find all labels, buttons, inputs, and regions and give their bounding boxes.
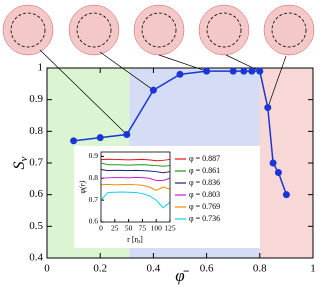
- point: [256, 67, 264, 75]
- x-tick-label: 0.6: [200, 263, 214, 275]
- snapshot-rings: [10, 12, 307, 48]
- snapshot: [2, 4, 54, 56]
- inset-y-tick-label: 0.7: [89, 195, 99, 204]
- point: [96, 134, 104, 142]
- point: [248, 67, 256, 75]
- ring: [10, 12, 46, 48]
- label-part: b: [137, 239, 140, 245]
- point: [282, 191, 290, 199]
- y-tick-label: 0.4: [29, 252, 43, 264]
- label-part: S: [11, 161, 28, 169]
- x-tick-label: 0: [44, 263, 50, 275]
- y-tick-label: 0.5: [29, 220, 43, 232]
- y-tick-label: 0.6: [29, 188, 43, 200]
- label-part: ]: [140, 235, 143, 244]
- inset-background: [74, 146, 260, 248]
- inset-line: [100, 183, 171, 191]
- point: [229, 67, 237, 75]
- inset-x-tick-label: 125: [164, 224, 176, 233]
- arrow: [158, 54, 207, 72]
- y-tick-label: 1: [38, 62, 44, 74]
- legend-label: φ = 0.836: [189, 178, 220, 187]
- label-part: v: [18, 156, 30, 161]
- inset-x-tick-label: 100: [151, 224, 163, 233]
- x-tick-label: 0.2: [93, 263, 107, 275]
- point: [149, 86, 157, 94]
- point: [264, 104, 272, 112]
- inset-line: [100, 158, 171, 162]
- point: [176, 70, 184, 78]
- snapshot: [263, 4, 315, 56]
- snapshot: [68, 4, 120, 56]
- legend-label: φ = 0.803: [189, 190, 220, 199]
- arrow: [39, 49, 128, 135]
- x-axis-label: φ̄: [175, 266, 189, 285]
- inset-y-tick-label: 0.9: [89, 151, 99, 160]
- inset-x-tick-label: 25: [111, 224, 119, 233]
- point: [269, 159, 277, 167]
- legend-label: φ = 0.736: [189, 214, 220, 223]
- legend-label: φ = 0.769: [189, 202, 220, 211]
- snapshot: [133, 4, 185, 56]
- y-tick-label: 0.8: [29, 125, 43, 137]
- inset-x-tick-label: 50: [125, 224, 133, 233]
- y-tick-label: 0.7: [29, 157, 43, 169]
- inset-line: [100, 162, 171, 167]
- legend-label: φ = 0.887: [189, 154, 220, 163]
- ring: [206, 12, 242, 48]
- x-tick-label: 1: [310, 263, 316, 275]
- ring: [76, 12, 112, 48]
- ring: [271, 12, 307, 48]
- legend-label: φ = 0.861: [189, 166, 220, 175]
- point: [274, 169, 282, 176]
- inset-frame: [100, 151, 171, 223]
- series-line: [73, 70, 288, 195]
- point: [123, 131, 131, 138]
- arrow: [267, 55, 287, 108]
- label-part: r [r: [127, 235, 137, 244]
- inset-y-label: φ(r): [78, 180, 87, 193]
- arrow: [225, 54, 260, 72]
- inset-line: [100, 191, 171, 209]
- inset-line: [100, 169, 171, 174]
- inset-x-tick-label: 75: [139, 224, 147, 233]
- x-tick-label: 0.8: [253, 263, 267, 275]
- inset-x-label: r [rb]: [127, 235, 143, 246]
- region: [259, 68, 313, 258]
- plot-frame: [46, 67, 314, 259]
- snapshot: [198, 4, 250, 56]
- x-tick-label: 0.4: [147, 263, 161, 275]
- inset-y-tick-label: 0.8: [89, 173, 99, 182]
- point: [70, 137, 78, 145]
- y-tick-label: 0.9: [29, 93, 43, 105]
- y-axis-label: Sv: [11, 156, 30, 169]
- arrow: [99, 51, 154, 91]
- inset-x-tick-label: 0: [99, 224, 103, 233]
- inset-line: [100, 176, 171, 181]
- ring: [141, 12, 177, 48]
- point: [240, 67, 248, 75]
- inset-y-tick-label: 0.6: [89, 217, 99, 226]
- point: [203, 67, 211, 75]
- snapshots: [2, 4, 315, 56]
